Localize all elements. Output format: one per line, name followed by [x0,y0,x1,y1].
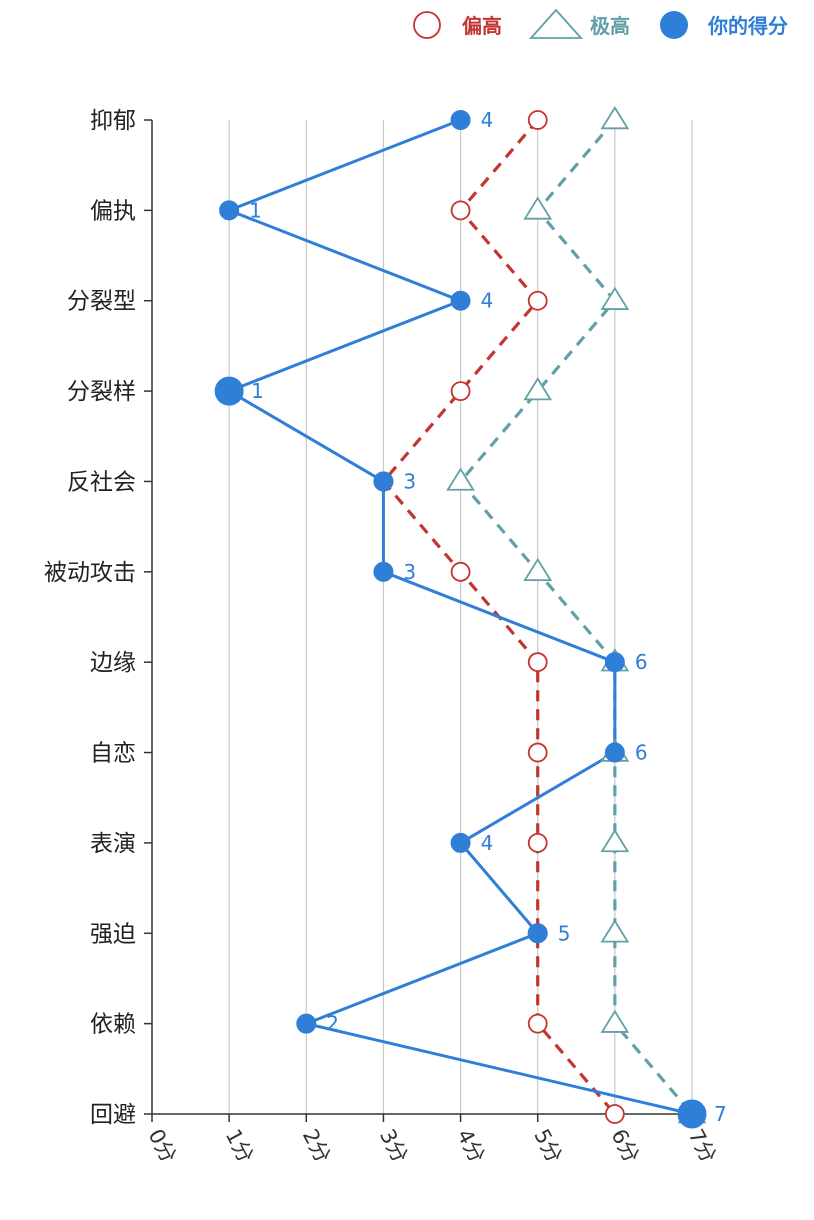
data-labels: 4 1 4 1 3 3 6 6 4 5 2 7 [249,108,727,1126]
y-category-label: 分裂型 [67,289,136,315]
data-point[interactable] [527,110,548,130]
data-label: 6 [635,650,648,674]
data-label: 3 [403,469,416,493]
data-point[interactable] [523,196,553,220]
legend-label: 偏高 [462,14,502,38]
data-point[interactable] [296,1013,317,1034]
data-point[interactable] [450,290,471,311]
legend-marker [528,8,584,39]
y-category-label: 抑郁 [90,108,136,134]
legend-marker [413,11,441,39]
data-point[interactable] [527,923,548,944]
y-category-label: 被动攻击 [44,560,136,586]
x-tick-label: 2分 [298,1125,335,1167]
data-point[interactable] [450,110,471,130]
y-category-label: 反社会 [67,469,136,495]
data-point[interactable] [600,1009,630,1033]
x-tick-label: 0分 [144,1125,181,1167]
data-point[interactable] [600,919,630,943]
data-point[interactable] [450,561,471,582]
x-tick-label: 6分 [606,1125,643,1167]
x-tick-label: 1分 [221,1125,258,1167]
data-point[interactable] [527,290,548,311]
y-category-label: 边缘 [90,650,136,676]
series-line [458,118,694,1116]
x-tick-label: 3分 [375,1125,412,1167]
data-point[interactable] [214,376,244,406]
data-label: 4 [481,289,494,313]
legend-label: 你的得分 [707,14,788,38]
data-label: 1 [249,198,262,222]
series-line [227,118,693,1116]
data-label: 1 [251,379,264,403]
data-point[interactable] [527,742,548,763]
data-label: 4 [481,831,494,855]
data-point[interactable] [450,381,471,401]
series-markers [214,106,707,1129]
grid-lines [228,120,693,1114]
y-category-label: 依赖 [90,1012,136,1038]
legend[interactable]: 偏高 极高 你的得分 [413,8,788,39]
data-point[interactable] [373,471,394,492]
data-point[interactable] [527,1013,548,1034]
legend-marker [660,11,688,39]
data-point[interactable] [677,1099,707,1129]
data-point[interactable] [600,106,630,130]
data-point[interactable] [373,561,394,582]
data-point[interactable] [604,1104,625,1124]
data-point[interactable] [523,377,553,401]
y-category-label: 回避 [90,1102,136,1128]
data-label: 6 [635,741,648,765]
data-point[interactable] [604,652,625,673]
series-lines [227,118,694,1116]
x-tick-label: 5分 [529,1125,566,1167]
legend-label: 极高 [590,14,630,38]
data-point[interactable] [219,200,240,221]
x-tick-label: 4分 [452,1125,489,1167]
data-point[interactable] [527,833,548,853]
y-category-label: 表演 [90,831,136,857]
legend-item[interactable]: 偏高 [413,11,502,39]
data-point[interactable] [450,200,471,221]
data-label: 4 [481,108,494,132]
data-point[interactable] [450,832,471,853]
data-point[interactable] [604,742,625,763]
y-category-label: 分裂样 [67,379,136,405]
y-category-label: 偏执 [90,198,136,224]
data-point[interactable] [600,828,630,853]
data-point[interactable] [446,467,475,491]
data-label: 7 [714,1102,727,1126]
data-label: 2 [326,1012,339,1036]
data-point[interactable] [527,652,548,673]
data-label: 5 [558,921,571,945]
data-point[interactable] [600,286,630,310]
legend-item[interactable]: 极高 [528,8,630,39]
data-label: 3 [403,560,416,584]
legend-item[interactable]: 你的得分 [660,11,788,39]
y-category-label: 自恋 [90,741,136,767]
y-category-label: 强迫 [90,921,136,947]
data-point[interactable] [523,557,553,582]
x-tick-label: 7分 [684,1125,721,1167]
